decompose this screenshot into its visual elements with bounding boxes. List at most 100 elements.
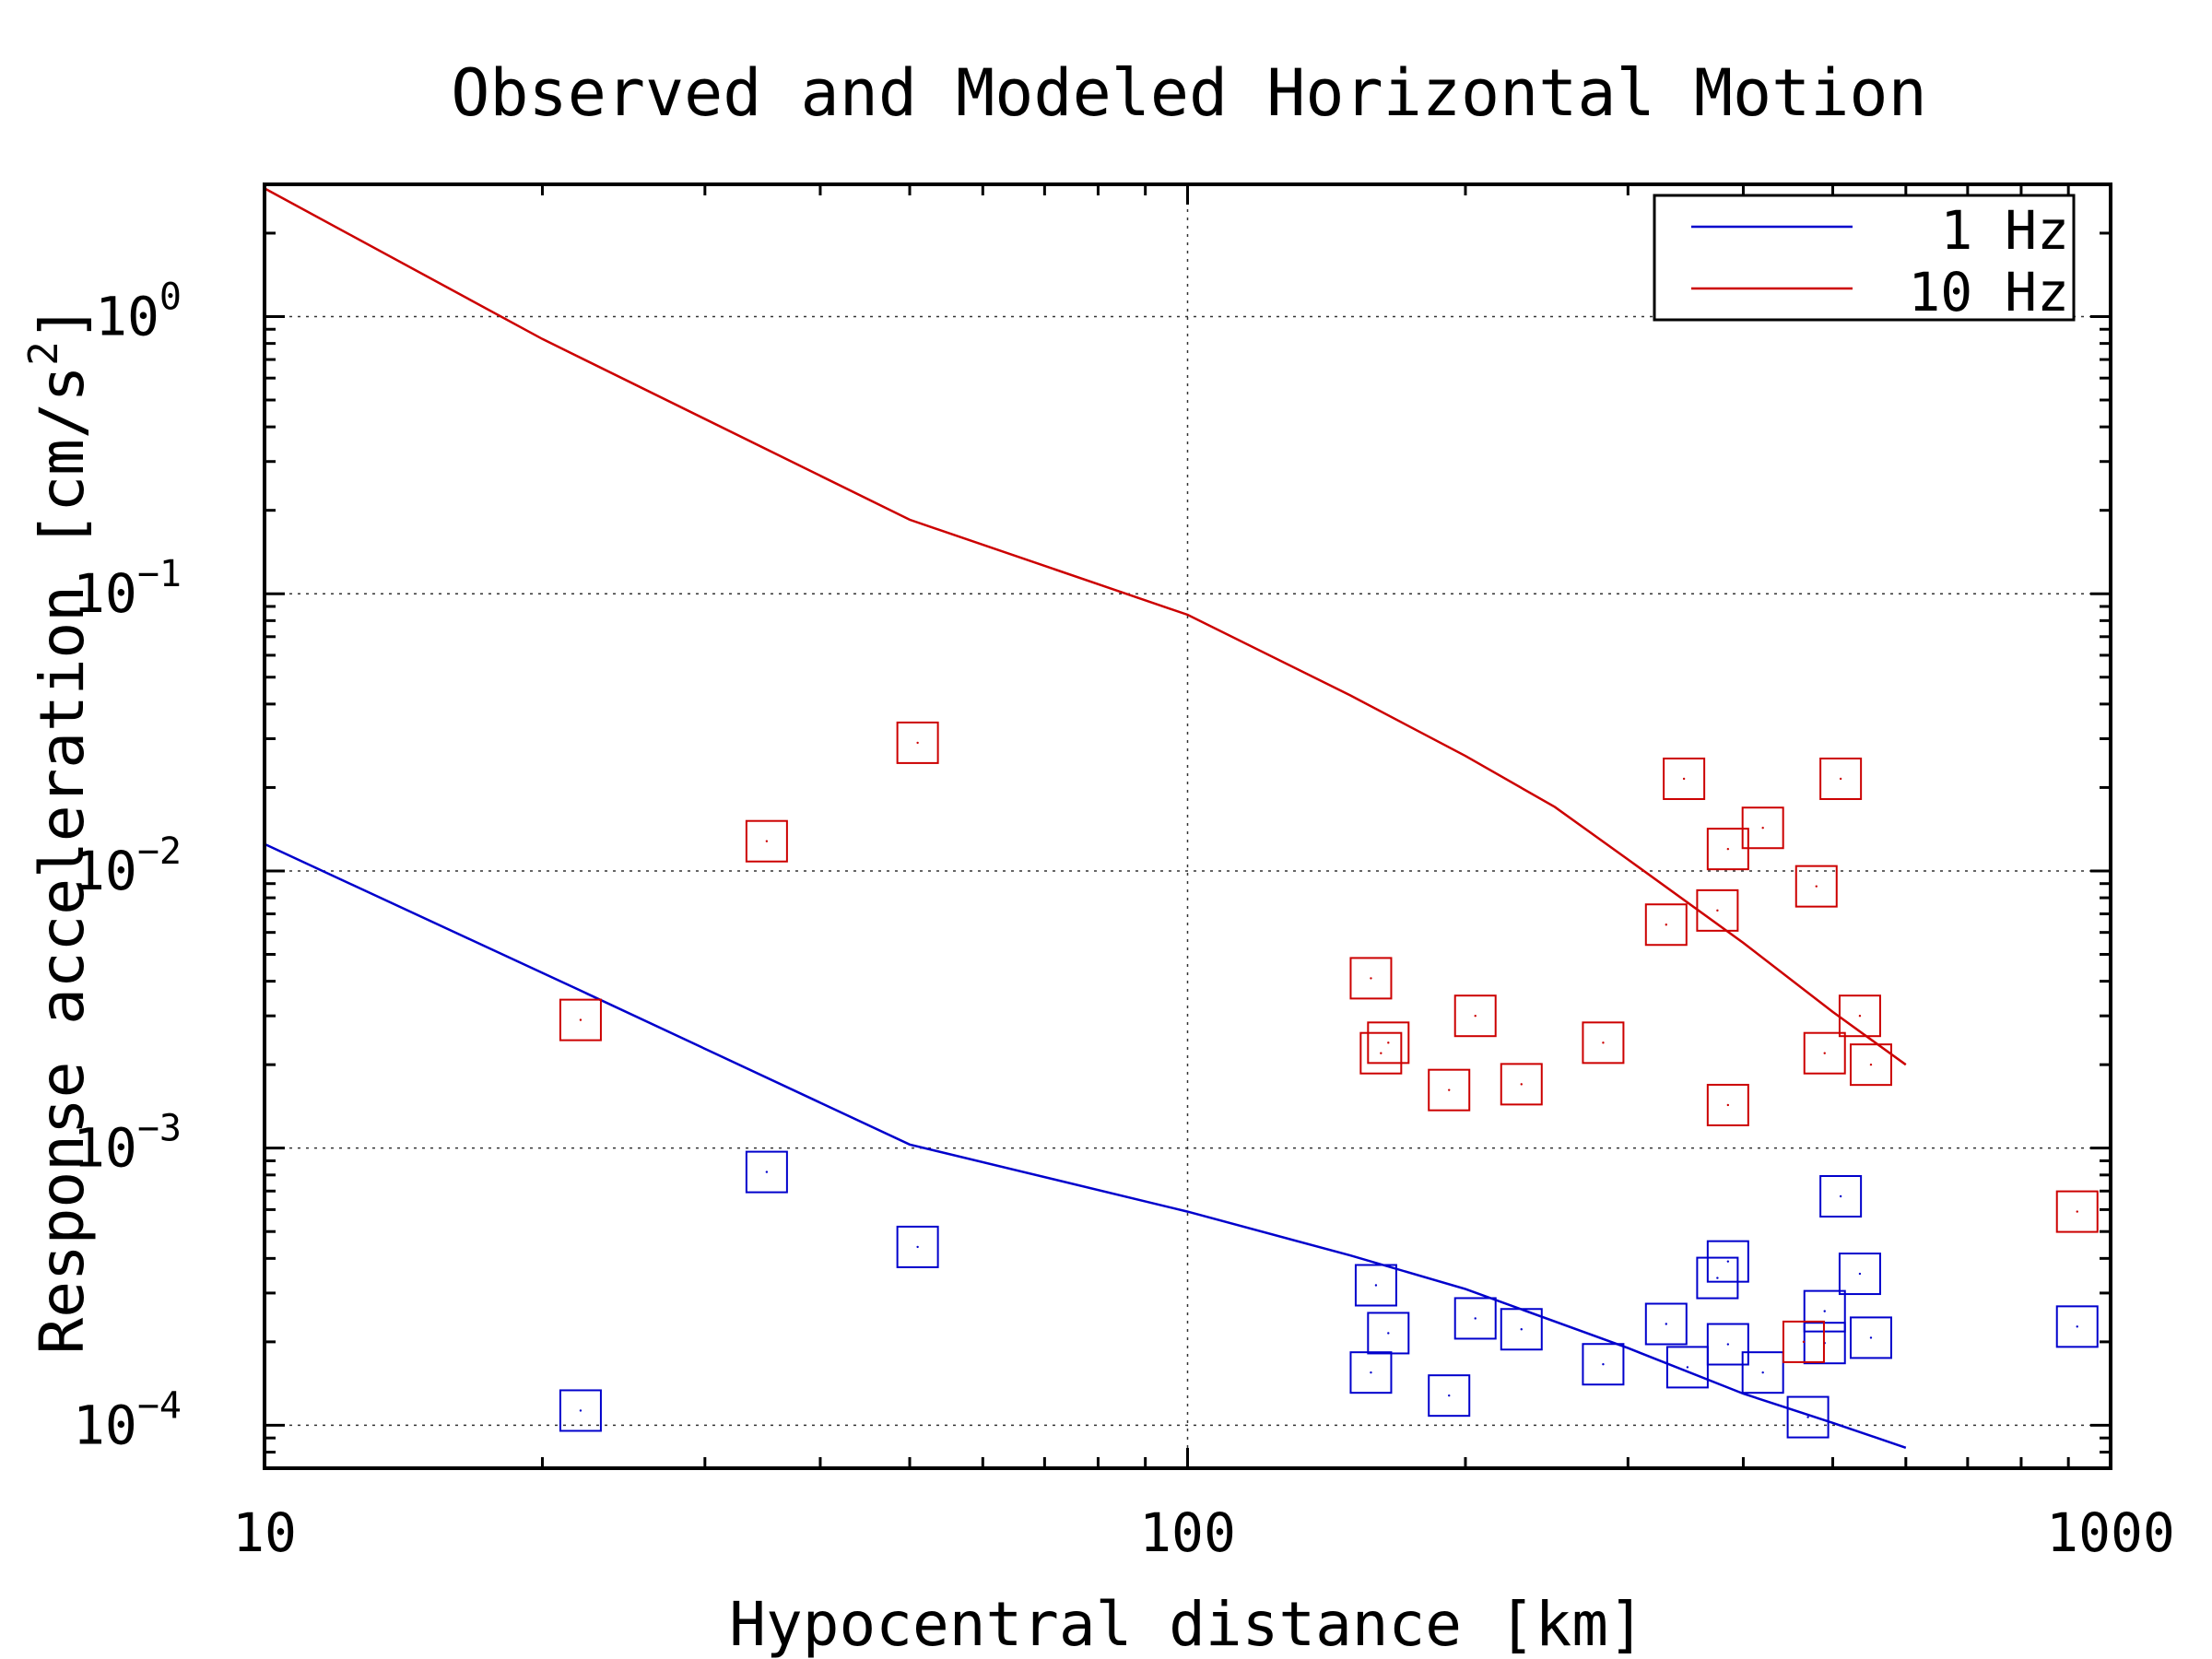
y-tick-label-base: 10 [73,1117,137,1180]
y-tick-label-base: 10 [73,840,137,902]
data-point-10hz [1582,1021,1625,1065]
data-point-center-1hz [765,1171,769,1173]
data-point-center-1hz [1839,1194,1842,1198]
data-point-10hz [1741,806,1784,850]
data-point-center-10hz [579,1018,582,1021]
data-point-center-10hz [1520,1083,1523,1086]
x-tick-label: 10 [232,1501,297,1564]
data-point-1hz [745,1150,788,1194]
data-point-center-10hz [1474,1014,1477,1018]
data-point-center-10hz [1602,1041,1605,1044]
data-point-center-1hz [1716,1277,1719,1279]
data-point-center-1hz [1370,1371,1372,1374]
data-point-center-10hz [1682,777,1686,781]
data-point-center-10hz [1823,1052,1826,1054]
y-tick-label: 10−3 [73,1108,182,1180]
data-point-center-1hz [1520,1328,1523,1331]
y-axis-label-sup: 2 [20,341,67,366]
data-point-center-1hz [1858,1272,1862,1276]
y-tick-label-exp: −3 [137,1108,182,1150]
data-point-center-1hz [1474,1317,1477,1320]
data-point-1hz [1582,1343,1625,1386]
data-point-1hz [1644,1302,1688,1346]
data-point-1hz [1367,1312,1410,1355]
data-point-1hz [1500,1308,1543,1351]
data-point-center-10hz [1726,1103,1730,1107]
data-point-center-1hz [1602,1363,1605,1366]
data-point-10hz [1644,903,1688,947]
data-point-1hz [559,1389,602,1432]
legend: 1 Hz 10 Hz [1653,194,2076,324]
data-point-center-10hz [1802,1340,1806,1344]
data-point-center-10hz [765,840,769,842]
model-line-1hz [264,842,1907,1449]
series-lines [264,187,1907,1449]
x-tick-label: 1000 [2046,1501,2175,1564]
legend-label-1hz: 1 Hz [1940,199,2069,262]
data-point-1hz [1354,1264,1397,1307]
series-markers [559,721,2099,1439]
y-tick-label: 10−2 [73,830,182,902]
y-tick-label-exp: −2 [137,830,182,873]
data-point-center-1hz [1726,1343,1730,1346]
data-point-10hz [1794,865,1838,908]
data-point-center-1hz [1806,1416,1809,1418]
data-point-10hz [1367,1021,1410,1065]
y-tick-label: 10−4 [73,1384,182,1456]
data-point-1hz [1706,1240,1749,1283]
y-tick-label-exp: −1 [137,553,182,595]
data-point-1hz [1838,1253,1881,1296]
data-point-center-1hz [916,1245,919,1249]
x-tick-labels: 10 100 1000 [232,1501,2175,1564]
data-point-10hz [1838,994,1881,1038]
data-point-center-1hz [579,1409,582,1412]
data-point-1hz [1349,1351,1393,1394]
data-point-1hz [2055,1305,2099,1348]
data-point-1hz [1665,1346,1709,1389]
data-point-center-10hz [1869,1063,1873,1066]
data-point-10hz [2055,1190,2099,1233]
data-point-10hz [1696,888,1739,932]
data-point-10hz [1782,1320,1825,1363]
data-point-10hz [1359,1031,1403,1075]
data-point-1hz [1696,1256,1739,1300]
data-point-center-10hz [2076,1210,2078,1213]
data-point-10hz [1819,757,1863,800]
y-tick-label-base: 10 [95,285,159,347]
data-point-10hz [559,998,602,1041]
data-point-10hz [1663,757,1706,800]
y-axis-label-main: Response acceleration [cm/s [27,366,98,1355]
data-point-center-1hz [1761,1371,1764,1374]
data-point-10hz [1428,1068,1471,1112]
legend-box [1653,194,2076,322]
data-point-center-10hz [1858,1014,1862,1018]
data-point-center-1hz [1448,1394,1451,1397]
legend-label-10hz: 10 Hz [1908,261,2069,324]
data-point-center-10hz [1380,1052,1382,1054]
data-point-1hz [1741,1351,1784,1394]
data-point-center-1hz [1665,1323,1667,1325]
data-point-center-10hz [1726,847,1730,851]
grid [265,184,2111,1468]
data-point-center-10hz [1761,827,1764,830]
tick-marks [263,182,2111,1470]
data-point-1hz [1428,1374,1471,1418]
data-point-1hz [1819,1174,1863,1218]
y-tick-label: 100 [95,276,182,347]
y-tick-label-base: 10 [73,1394,137,1456]
data-point-10hz [745,819,788,863]
data-point-10hz [896,721,939,764]
data-point-10hz [1453,994,1497,1038]
data-point-10hz [1500,1063,1543,1106]
data-point-center-10hz [916,741,919,745]
data-point-center-10hz [1448,1088,1451,1091]
y-tick-label-exp: −4 [137,1384,182,1427]
data-point-10hz [1706,1083,1749,1126]
chart-title: Observed and Modeled Horizontal Motion [451,55,1926,131]
x-axis-label: Hypocentral distance [km] [729,1589,1644,1659]
y-axis-label-end: ] [27,304,98,341]
data-point-center-10hz [1716,909,1719,912]
data-point-center-1hz [1374,1284,1378,1287]
